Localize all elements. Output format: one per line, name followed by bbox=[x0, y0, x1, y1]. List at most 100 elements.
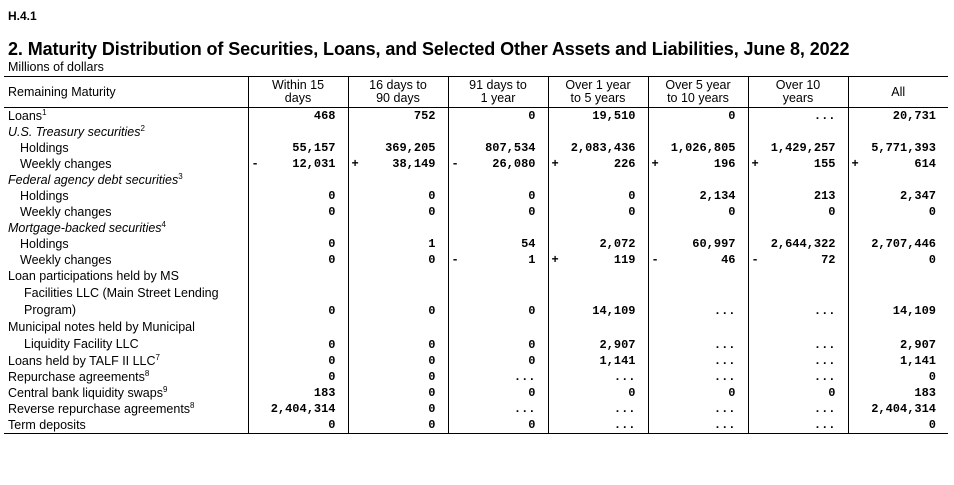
table-row: Loan participations held by MS Facilities… bbox=[4, 268, 948, 319]
row-label-text: Facilities LLC (Main Street Lending bbox=[24, 286, 219, 300]
value-cell bbox=[347, 124, 448, 140]
cell-value: 468 bbox=[313, 109, 336, 123]
row-label: U.S. Treasury securities2 bbox=[4, 124, 248, 140]
change-sign: + bbox=[851, 157, 859, 171]
footnote-marker: 9 bbox=[162, 384, 168, 394]
cell-value: 0 bbox=[528, 338, 536, 352]
value-cell: ... bbox=[547, 401, 648, 417]
row-label-text: Weekly changes bbox=[20, 157, 112, 171]
value-cell: - 46 bbox=[647, 252, 748, 268]
row-label: Repurchase agreements8 bbox=[4, 369, 248, 385]
cell-value: 0 bbox=[828, 205, 836, 219]
value-cell: 0 bbox=[247, 319, 348, 353]
cell-value: 0 bbox=[928, 370, 936, 384]
cell-value: 0 bbox=[728, 109, 736, 123]
cell-value: 0 bbox=[328, 370, 336, 384]
cell-value: 0 bbox=[428, 338, 436, 352]
value-cell: 0 bbox=[347, 369, 448, 385]
change-sign: + bbox=[551, 157, 559, 171]
table-row: Weekly changes 0 0-1 +119-46-72 0 bbox=[4, 252, 948, 268]
value-cell: 0 bbox=[847, 204, 948, 220]
value-cell: ... bbox=[747, 319, 848, 353]
value-cell: 0 bbox=[247, 188, 348, 204]
units-note: Millions of dollars bbox=[8, 60, 104, 74]
cell-value: 0 bbox=[928, 205, 936, 219]
value-cell: - 72 bbox=[747, 252, 848, 268]
value-cell: ... bbox=[747, 401, 848, 417]
cell-value: 54 bbox=[521, 237, 536, 251]
value-cell bbox=[547, 172, 648, 188]
column-header-row: Remaining Maturity Within 15 days 16 days t… bbox=[4, 76, 948, 108]
change-sign: + bbox=[751, 157, 759, 171]
cell-value: 0 bbox=[428, 354, 436, 368]
cell-value: 226 bbox=[613, 157, 636, 171]
value-cell: 0 bbox=[547, 188, 648, 204]
value-cell bbox=[647, 124, 748, 140]
table-row: U.S. Treasury securities2 bbox=[4, 124, 948, 140]
cell-value: 1 bbox=[528, 253, 536, 267]
row-label-text: Loan participations held by MS bbox=[8, 269, 179, 283]
value-cell: ... bbox=[647, 417, 748, 434]
table-body: Loans1 468 752 0 19,510 0... 20,731 U.S. Treasu… bbox=[4, 107, 948, 434]
value-cell: - 26,080 bbox=[447, 156, 548, 172]
cell-value: 0 bbox=[928, 253, 936, 267]
value-cell: 752 bbox=[347, 107, 448, 124]
value-cell: 0 bbox=[347, 319, 448, 353]
cell-value: 0 bbox=[928, 418, 936, 432]
release-id: H.4.1 bbox=[8, 9, 37, 23]
value-cell bbox=[747, 124, 848, 140]
row-label: Holdings bbox=[4, 140, 248, 156]
value-cell: 0 bbox=[247, 417, 348, 434]
column-header: Over 10 years bbox=[747, 76, 848, 108]
value-cell: 0 bbox=[547, 204, 648, 220]
value-cell bbox=[547, 124, 648, 140]
cell-value: ... bbox=[813, 109, 836, 123]
change-sign: - bbox=[451, 253, 459, 267]
value-cell bbox=[847, 124, 948, 140]
cell-value: 0 bbox=[428, 205, 436, 219]
value-cell: 0 bbox=[347, 268, 448, 319]
cell-value: 155 bbox=[813, 157, 836, 171]
table-row: Mortgage-backed securities4 bbox=[4, 220, 948, 236]
table-title: 2. Maturity Distribution of Securities, … bbox=[8, 39, 850, 59]
cell-value: 0 bbox=[428, 402, 436, 416]
value-cell: -1 bbox=[447, 252, 548, 268]
value-cell: 0 bbox=[647, 385, 748, 401]
row-label: Holdings bbox=[4, 188, 248, 204]
value-cell: 2,134 bbox=[647, 188, 748, 204]
cell-value: 2,907 bbox=[899, 338, 936, 352]
cell-value: 0 bbox=[828, 386, 836, 400]
value-cell: 0 bbox=[847, 252, 948, 268]
cell-value: 0 bbox=[628, 386, 636, 400]
value-cell: 369,205 bbox=[347, 140, 448, 156]
column-header: Over 5 year to 10 years bbox=[647, 76, 748, 108]
cell-value: ... bbox=[613, 402, 636, 416]
cell-value: ... bbox=[513, 402, 536, 416]
cell-value: ... bbox=[613, 418, 636, 432]
value-cell: +155 bbox=[747, 156, 848, 172]
cell-value: 1 bbox=[428, 237, 436, 251]
change-sign: + bbox=[351, 157, 359, 171]
row-label-text: Federal agency debt securities bbox=[8, 173, 179, 187]
cell-value: 38,149 bbox=[392, 157, 436, 171]
value-cell: 2,404,314 bbox=[247, 401, 348, 417]
cell-value: ... bbox=[813, 402, 836, 416]
row-label-text: Loans held by TALF II LLC bbox=[8, 354, 156, 368]
cell-value: 26,080 bbox=[492, 157, 536, 171]
value-cell: 0 bbox=[447, 107, 548, 124]
change-sign: + bbox=[551, 253, 559, 267]
cell-value: 183 bbox=[914, 386, 936, 400]
row-label-text: Weekly changes bbox=[20, 253, 112, 267]
row-label-text: Holdings bbox=[20, 237, 69, 251]
value-cell: +119 bbox=[547, 252, 648, 268]
value-cell: 0 bbox=[747, 204, 848, 220]
cell-value: ... bbox=[513, 370, 536, 384]
value-cell: 0 bbox=[547, 385, 648, 401]
value-cell: 0 bbox=[247, 369, 348, 385]
value-cell: 1,141 bbox=[847, 353, 948, 369]
row-label: Federal agency debt securities3 bbox=[4, 172, 248, 188]
cell-value: 2,644,322 bbox=[770, 237, 836, 251]
value-cell: 0 bbox=[247, 353, 348, 369]
cell-value: 2,134 bbox=[699, 189, 736, 203]
cell-value: ... bbox=[713, 338, 736, 352]
